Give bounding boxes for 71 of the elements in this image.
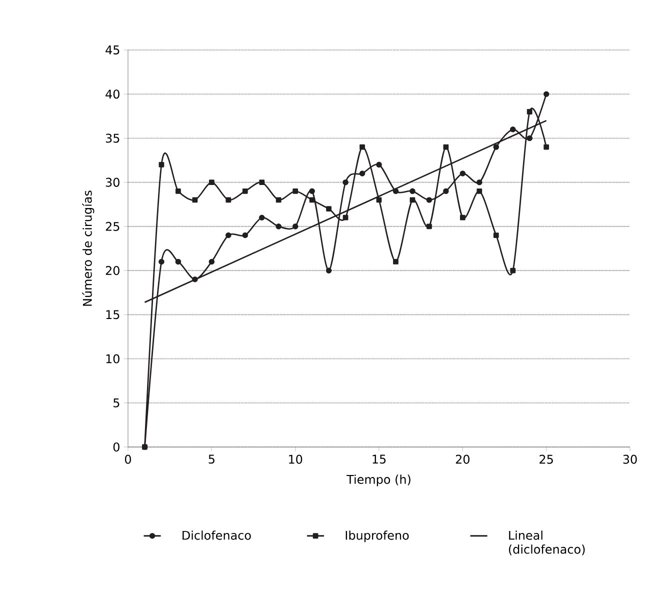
point [158, 258, 164, 265]
point [476, 188, 482, 194]
y-tick-label: 35 [106, 134, 120, 143]
x-tick-label: 10 [289, 454, 302, 464]
y-tick-label: 45 [106, 46, 120, 54]
point [292, 188, 298, 194]
point [544, 144, 550, 150]
point [326, 206, 332, 212]
point [226, 197, 232, 203]
x-tick-label: 20 [456, 454, 470, 464]
point [208, 258, 215, 265]
x-axis-title: Tiempo (h) [346, 474, 410, 486]
point [192, 276, 198, 282]
point [360, 144, 365, 150]
point [510, 126, 516, 132]
y-tick-label: 10 [106, 354, 120, 364]
y-tick-label: 5 [114, 398, 120, 408]
point [226, 232, 232, 238]
point [493, 232, 499, 238]
point [476, 179, 482, 186]
point [242, 232, 248, 238]
point [426, 197, 432, 203]
point [543, 91, 550, 97]
point [158, 162, 164, 168]
point [176, 188, 181, 194]
point [142, 444, 148, 450]
point [208, 180, 214, 186]
point [443, 144, 449, 150]
legend-label: Diclofenaco [182, 530, 251, 540]
y-tick-label: 30 [106, 178, 120, 187]
point [342, 179, 348, 186]
x-tick-label: 15 [372, 454, 386, 464]
y-tick-label: 20 [106, 266, 120, 276]
point [309, 197, 315, 203]
point [410, 197, 416, 203]
point [342, 214, 348, 220]
y-axis-title: Número de cirugías [82, 190, 94, 306]
point [276, 197, 282, 203]
point [359, 170, 366, 176]
point [510, 268, 516, 274]
point [309, 188, 315, 194]
legend-label: Lineal (diclofenaco) [508, 530, 585, 556]
point [376, 162, 382, 168]
point [393, 259, 398, 264]
y-tick-label: 0 [113, 442, 120, 452]
point [175, 258, 182, 265]
point [392, 188, 399, 194]
point [292, 224, 298, 230]
point [192, 197, 198, 203]
point [242, 188, 248, 194]
y-tick-label: 25 [106, 222, 120, 231]
point [258, 214, 265, 221]
x-tick-label: 30 [623, 454, 637, 464]
y-tick-label: 40 [106, 90, 120, 99]
point [426, 224, 432, 230]
point [376, 197, 382, 203]
x-tick-label: 25 [540, 454, 553, 464]
point [326, 268, 332, 274]
point [526, 135, 532, 142]
point [526, 109, 532, 114]
point [410, 188, 416, 194]
y-tick-label: 15 [106, 310, 120, 320]
point [276, 224, 282, 230]
x-tick-label: 0 [124, 454, 132, 464]
point [443, 188, 449, 194]
point [493, 144, 500, 150]
point [460, 170, 466, 176]
point [460, 214, 466, 220]
legend-label: Ibuprofeno [346, 530, 409, 542]
x-tick-label: 5 [208, 454, 214, 464]
point [259, 180, 265, 186]
